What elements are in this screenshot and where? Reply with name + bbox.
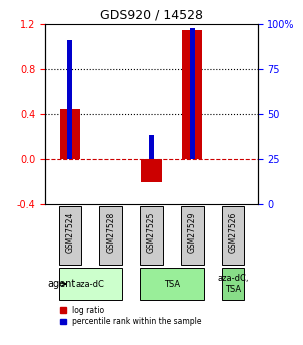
- FancyBboxPatch shape: [181, 206, 204, 265]
- Bar: [60, 109, 80, 159]
- Legend: log ratio, percentile rank within the sample: log ratio, percentile rank within the sa…: [60, 306, 201, 326]
- Bar: [182, 30, 202, 159]
- Bar: [149, 135, 154, 159]
- Text: TSA: TSA: [164, 279, 180, 288]
- Bar: [67, 40, 72, 159]
- FancyBboxPatch shape: [222, 206, 245, 265]
- Text: aza-dC,
TSA: aza-dC, TSA: [217, 274, 249, 294]
- Text: GSM27528: GSM27528: [106, 211, 115, 253]
- FancyBboxPatch shape: [140, 206, 163, 265]
- FancyBboxPatch shape: [222, 268, 245, 300]
- FancyBboxPatch shape: [58, 206, 81, 265]
- Bar: [190, 28, 195, 159]
- Text: aza-dC: aza-dC: [76, 279, 105, 288]
- Text: GSM27525: GSM27525: [147, 211, 156, 253]
- FancyBboxPatch shape: [58, 268, 122, 300]
- FancyBboxPatch shape: [99, 206, 122, 265]
- Text: GSM27526: GSM27526: [228, 211, 238, 253]
- Text: GSM27524: GSM27524: [65, 211, 75, 253]
- FancyBboxPatch shape: [140, 268, 204, 300]
- Bar: [141, 159, 162, 182]
- Text: GSM27529: GSM27529: [188, 211, 197, 253]
- Title: GDS920 / 14528: GDS920 / 14528: [100, 9, 203, 22]
- Text: agent: agent: [48, 279, 76, 289]
